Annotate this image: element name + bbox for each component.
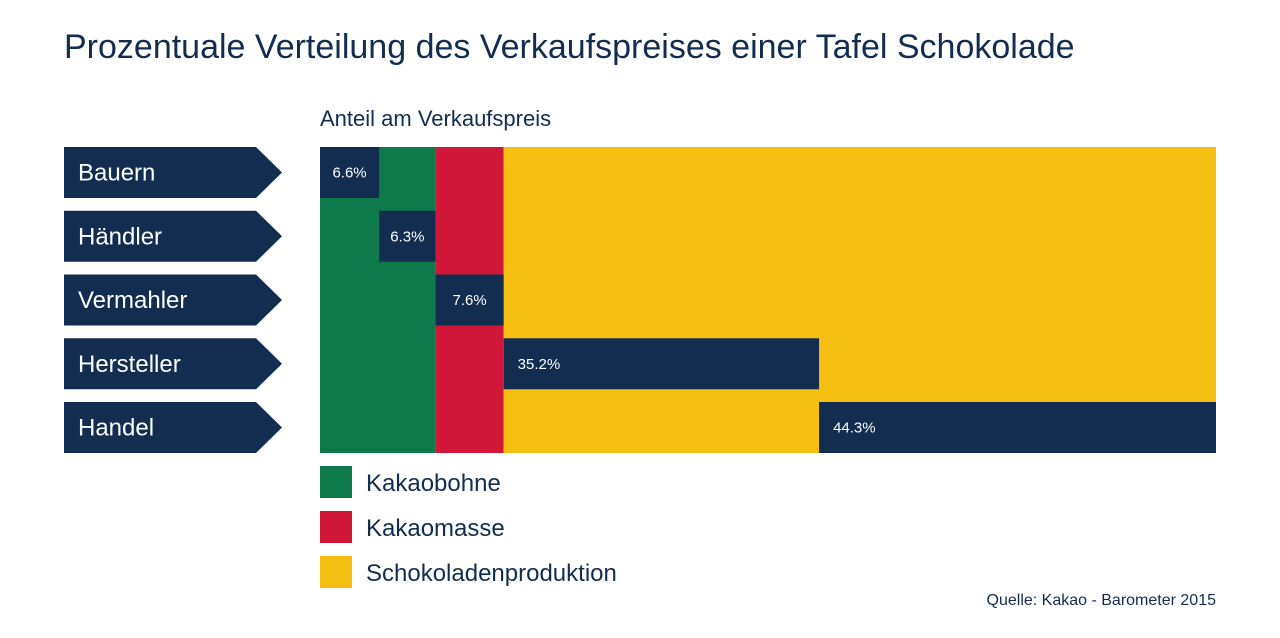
legend-swatch — [320, 466, 352, 498]
source-note: Quelle: Kakao - Barometer 2015 — [986, 592, 1216, 609]
data-label: 6.3% — [390, 228, 424, 245]
legend-label: Kakaobohne — [366, 470, 501, 497]
stage-label: Handel — [78, 415, 154, 442]
stage-arrow-3 — [64, 338, 282, 390]
stage-label: Hersteller — [78, 351, 181, 378]
legend-swatch — [320, 511, 352, 543]
bar-vermahler — [435, 274, 504, 326]
legend-swatch — [320, 556, 352, 588]
stage-arrow-2 — [64, 274, 282, 326]
bar-handel — [819, 402, 1216, 453]
bar-bauern — [320, 147, 380, 198]
data-label: 6.6% — [332, 165, 366, 182]
bar-händler — [379, 210, 436, 262]
stage-arrow-0 — [64, 147, 282, 198]
stage-label: Vermahler — [78, 287, 187, 314]
stage-arrow-4 — [64, 402, 282, 453]
data-label: 7.6% — [453, 292, 487, 309]
stage-arrow-1 — [64, 210, 282, 262]
legend-label: Kakaomasse — [366, 515, 505, 542]
chart-subtitle: Anteil am Verkaufspreis — [320, 106, 552, 131]
stage-label: Händler — [78, 223, 162, 250]
stage-label: Bauern — [78, 160, 155, 187]
legend-label: Schokoladenproduktion — [366, 560, 617, 587]
data-label: 35.2% — [518, 356, 561, 373]
data-label: 44.3% — [833, 420, 876, 437]
bar-hersteller — [503, 338, 820, 390]
chart-title: Prozentuale Verteilung des Verkaufspreis… — [64, 28, 1075, 66]
